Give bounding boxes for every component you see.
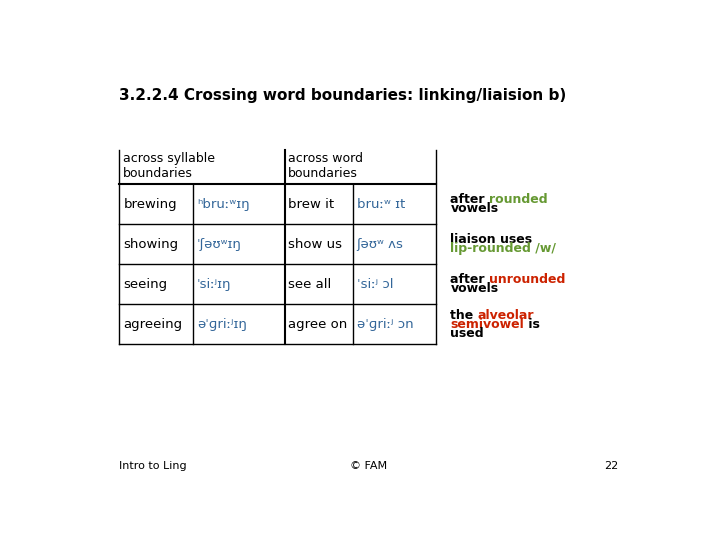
Text: seeing: seeing bbox=[123, 278, 168, 291]
Text: liaison uses: liaison uses bbox=[451, 233, 533, 246]
Text: ˈʃəʊʷɪŋ: ˈʃəʊʷɪŋ bbox=[197, 238, 242, 251]
Text: showing: showing bbox=[123, 238, 179, 251]
Text: the: the bbox=[451, 308, 478, 321]
Text: used: used bbox=[451, 327, 484, 340]
Text: 22: 22 bbox=[604, 461, 618, 471]
Text: ˈsiːʲ ɔl: ˈsiːʲ ɔl bbox=[356, 278, 393, 291]
Text: unrounded: unrounded bbox=[490, 273, 566, 286]
Text: bruːʷ ɪt: bruːʷ ɪt bbox=[356, 198, 405, 211]
Text: ˈsiːʲɪŋ: ˈsiːʲɪŋ bbox=[197, 278, 231, 291]
Text: semivowel: semivowel bbox=[451, 318, 524, 331]
Text: agreeing: agreeing bbox=[123, 318, 182, 331]
Text: © FAM: © FAM bbox=[351, 461, 387, 471]
Text: brew it: brew it bbox=[289, 198, 335, 211]
Text: brewing: brewing bbox=[123, 198, 177, 211]
Text: see all: see all bbox=[289, 278, 332, 291]
Text: əˈɡriːʲɪŋ: əˈɡriːʲɪŋ bbox=[197, 318, 247, 331]
Text: vowels: vowels bbox=[451, 282, 498, 295]
Text: is: is bbox=[524, 318, 540, 331]
Text: Intro to Ling: Intro to Ling bbox=[120, 461, 187, 471]
Text: across word
boundaries: across word boundaries bbox=[287, 152, 363, 180]
Text: lip-rounded /w/: lip-rounded /w/ bbox=[451, 242, 557, 255]
Text: vowels: vowels bbox=[451, 202, 498, 215]
Text: əˈɡriːʲ ɔn: əˈɡriːʲ ɔn bbox=[356, 318, 413, 331]
Text: after: after bbox=[451, 193, 490, 206]
Text: show us: show us bbox=[289, 238, 343, 251]
Text: alveolar: alveolar bbox=[478, 308, 534, 321]
Text: across syllable
boundaries: across syllable boundaries bbox=[122, 152, 215, 180]
Text: rounded: rounded bbox=[490, 193, 548, 206]
Text: ʰbruːʷɪŋ: ʰbruːʷɪŋ bbox=[197, 198, 250, 211]
Text: agree on: agree on bbox=[289, 318, 348, 331]
Text: ʃəʊʷ ʌs: ʃəʊʷ ʌs bbox=[356, 238, 403, 251]
Text: after: after bbox=[451, 273, 490, 286]
Text: 3.2.2.4 Crossing word boundaries: linking/liaision b): 3.2.2.4 Crossing word boundaries: linkin… bbox=[120, 88, 567, 103]
